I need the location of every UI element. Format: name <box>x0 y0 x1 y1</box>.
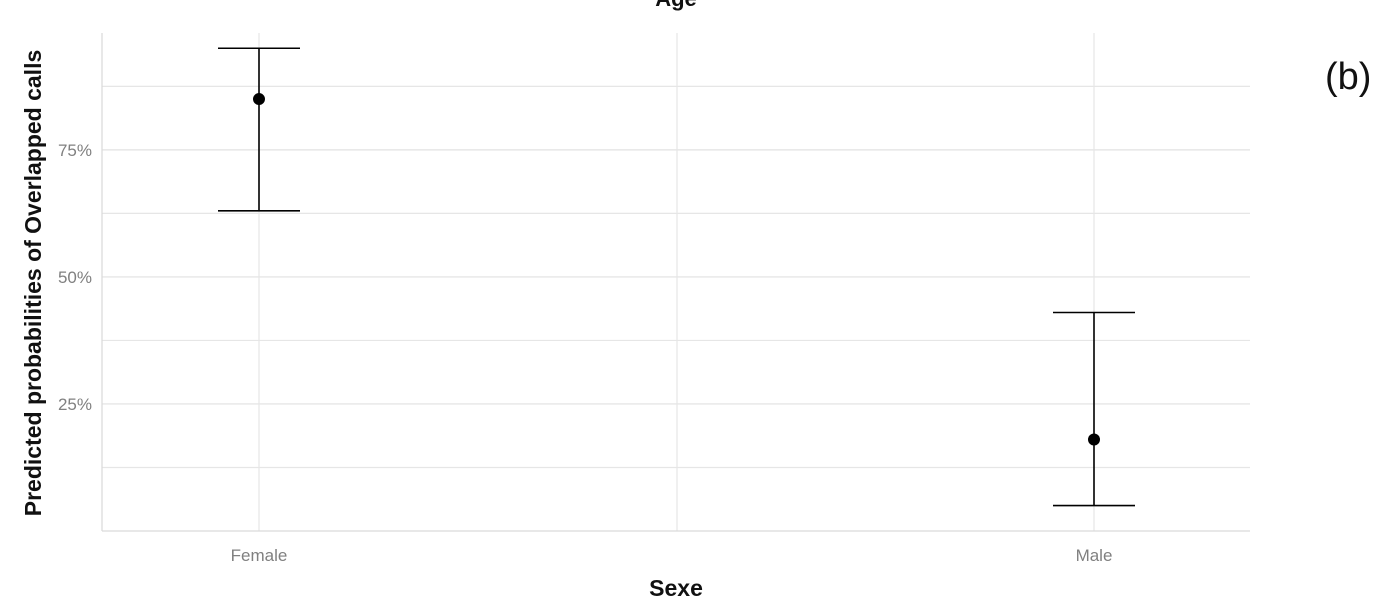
x-tick-label-male: Male <box>1076 546 1113 565</box>
chart-title: Age <box>655 0 697 11</box>
chart-text: Age Sexe Predicted probabilities of Over… <box>20 0 703 601</box>
grid-lines <box>102 33 1250 531</box>
y-tick-label: 75% <box>58 141 92 160</box>
y-tick-label: 50% <box>58 268 92 287</box>
point-female <box>253 93 265 106</box>
x-axis-title: Sexe <box>649 575 703 601</box>
point-male <box>1088 433 1100 446</box>
y-axis-title: Predicted probabilities of Overlapped ca… <box>20 50 46 517</box>
y-tick-label: 25% <box>58 395 92 414</box>
panel-label: (b) <box>1325 56 1372 98</box>
x-tick-label-female: Female <box>231 546 288 565</box>
axes: 25% 50% 75% Female Male <box>58 33 1250 565</box>
data-marks <box>218 47 1135 507</box>
